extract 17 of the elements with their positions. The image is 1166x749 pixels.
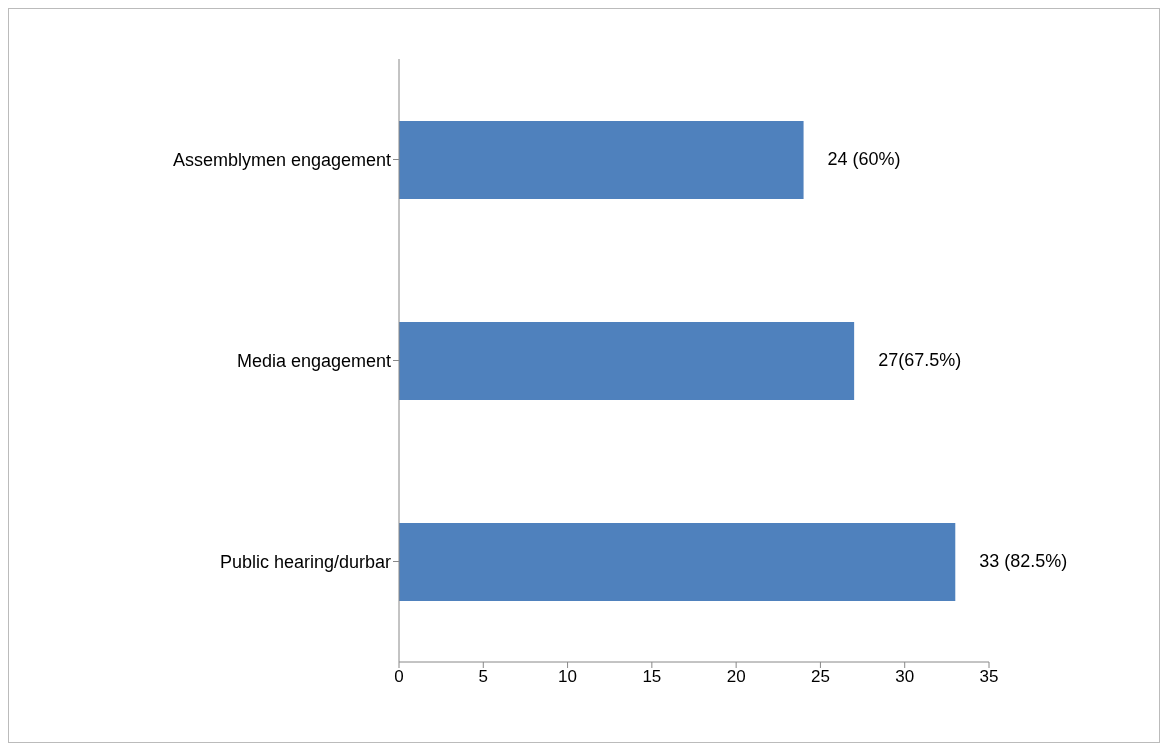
- x-tick-label: 35: [979, 667, 999, 687]
- x-tick-label: 20: [726, 667, 746, 687]
- data-label: 24 (60%): [827, 148, 901, 169]
- y-tick-label: Public hearing/durbar: [219, 551, 391, 572]
- bar: [399, 121, 804, 199]
- bar: [399, 523, 956, 601]
- bar: [399, 322, 855, 400]
- data-label: 27(67.5%): [878, 349, 962, 370]
- x-tick-label: 30: [895, 667, 915, 687]
- x-tick-label: 10: [558, 667, 578, 687]
- x-tick-label: 5: [478, 667, 489, 687]
- x-tick-label: 15: [642, 667, 662, 687]
- x-tick-label: 0: [394, 667, 404, 687]
- data-label: 33 (82.5%): [979, 550, 1068, 571]
- y-tick-label: Media engagement: [236, 350, 391, 371]
- x-tick-label: 25: [810, 667, 830, 687]
- y-tick-label: Assemblymen engagement: [172, 149, 391, 170]
